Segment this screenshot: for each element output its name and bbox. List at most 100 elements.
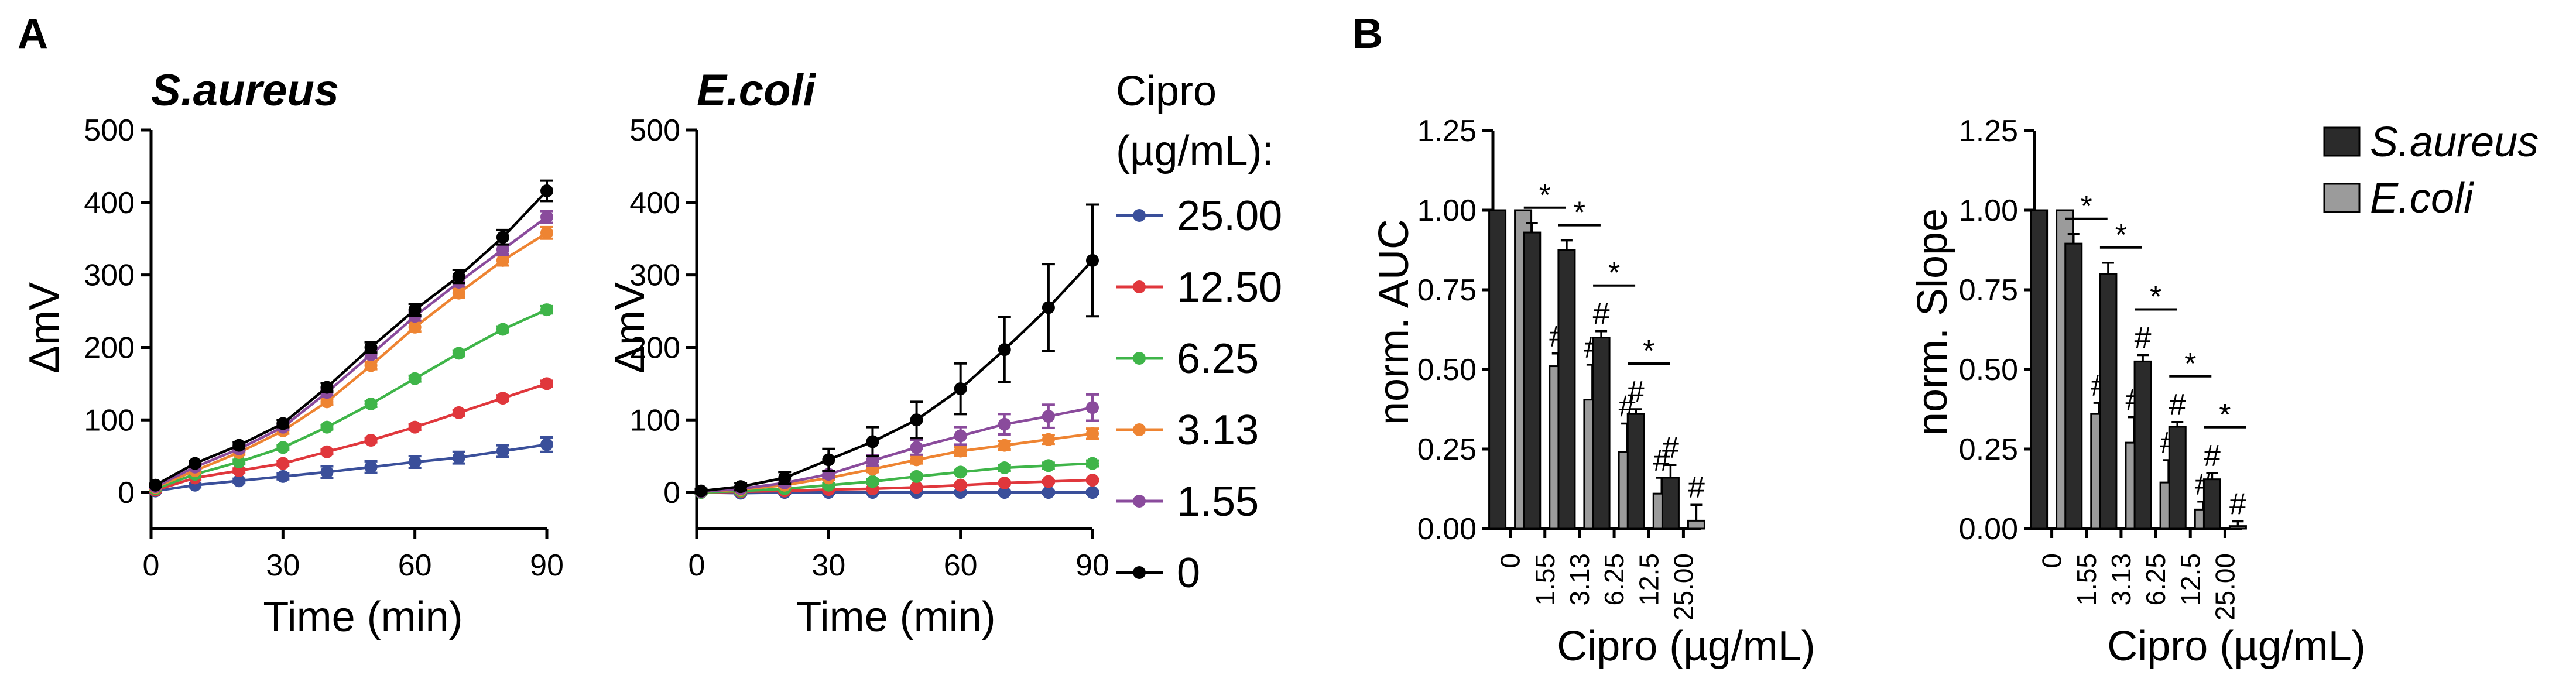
legend-label-12.50: 12.50 (1177, 264, 1282, 311)
data-point-sa-25.00 (408, 455, 422, 469)
data-point-sa-0 (408, 303, 422, 317)
significance-star-auc-6.25: * (1608, 256, 1620, 290)
significance-star-slope-12.5: * (2184, 347, 2196, 381)
data-point-sa-6.25 (232, 455, 246, 469)
legend-marker-3.13 (1133, 423, 1146, 436)
y-tick-label-slope-0.50: 0.50 (1959, 353, 2018, 387)
line-legend: Cipro (µg/mL): 25.00 12.50 6.25 3.13 1.55 0 (1116, 68, 1282, 597)
category-label-auc-3.13: 3.13 (1564, 553, 1595, 606)
x-axis-label-auc: Cipro (µg/mL) (1557, 623, 1815, 670)
legend-label-1.55: 1.55 (1177, 478, 1259, 525)
series-line-sa-3.13 (155, 231, 548, 489)
bar-auc-S.aureus-1.55 (1523, 231, 1542, 530)
hash-marker-auc-S.aureus-25.00: # (1662, 431, 1679, 465)
data-point-sa-3.13 (408, 320, 422, 334)
data-point-ec-6.25 (954, 465, 967, 479)
data-point-sa-25.00 (232, 474, 246, 488)
y-tick-label-slope-0.75: 0.75 (1959, 273, 2018, 307)
bar-legend-swatch-S.aureus (2323, 126, 2361, 157)
panel-label-a: A (18, 11, 48, 57)
data-point-sa-25.00 (320, 465, 334, 479)
data-point-ec-3.13 (1086, 427, 1099, 440)
series-line-ec-0 (701, 259, 1094, 492)
series-line-ec-25.00 (701, 491, 1092, 495)
hash-marker-auc-S.aureus-6.25: # (1593, 297, 1610, 331)
bar-slope-S.aureus-6.25 (2133, 360, 2152, 530)
data-point-sa-25.00 (540, 438, 553, 451)
category-label-auc-0: 0 (1495, 553, 1526, 568)
data-point-sa-6.25 (364, 398, 378, 411)
category-label-auc-1.55: 1.55 (1530, 553, 1560, 606)
y-tick-label-auc-0.00: 0.00 (1417, 512, 1477, 546)
data-point-ec-25.00 (998, 486, 1011, 499)
data-point-sa-25.00 (452, 451, 465, 464)
data-point-ec-25.00 (1042, 486, 1055, 499)
y-tick-label-sa-400: 400 (84, 186, 135, 220)
data-point-sa-12.50 (540, 377, 553, 390)
data-point-ec-0 (822, 453, 835, 467)
hash-marker-auc-S.aureus-12.5: # (1628, 375, 1645, 409)
data-point-ec-6.25 (1042, 459, 1055, 472)
x-axis-label-s-aureus: Time (min) (263, 594, 463, 640)
data-point-ec-0 (694, 484, 708, 498)
series-line-sa-25.00 (155, 443, 547, 492)
legend-marker-25.00 (1133, 209, 1146, 222)
legend-label-6.25: 6.25 (1177, 335, 1259, 382)
bar-slope-S.aureus-1.55 (2064, 242, 2083, 530)
y-tick-label-ec-500: 500 (629, 114, 680, 148)
data-point-sa-25.00 (276, 470, 290, 483)
hash-marker-slope-S.aureus-12.5: # (2169, 388, 2186, 422)
legend-marker-0 (1133, 566, 1146, 579)
data-point-ec-3.13 (910, 453, 923, 467)
legend-label-0: 0 (1177, 550, 1200, 597)
significance-star-slope-3.13: * (2115, 218, 2127, 252)
bar-auc-E.coli-25.00 (1687, 519, 1705, 530)
bar-auc-S.aureus-12.5 (1626, 413, 1645, 530)
y-tick-label-sa-500: 500 (84, 114, 135, 148)
data-point-sa-6.25 (276, 441, 290, 454)
significance-star-auc-1.55: * (1539, 179, 1551, 213)
data-point-ec-3.13 (998, 439, 1011, 452)
y-tick-label-ec-0: 0 (663, 476, 680, 510)
significance-star-auc-3.13: * (1574, 196, 1585, 230)
legend-marker-6.25 (1133, 352, 1146, 365)
y-tick-label-sa-0: 0 (118, 476, 135, 510)
category-label-slope-12.5: 12.5 (2175, 553, 2205, 606)
data-point-ec-0 (1042, 301, 1055, 314)
data-point-sa-0 (540, 184, 553, 198)
y-tick-label-auc-0.25: 0.25 (1417, 433, 1477, 467)
data-point-sa-0 (189, 457, 202, 470)
data-point-sa-3.13 (540, 226, 553, 239)
data-point-sa-6.25 (408, 372, 422, 385)
data-point-ec-1.55 (954, 429, 967, 443)
data-point-sa-6.25 (496, 323, 509, 336)
bar-auc-S.aureus-6.25 (1592, 337, 1611, 530)
data-point-ec-1.55 (998, 417, 1011, 431)
y-tick-label-ec-300: 300 (629, 259, 680, 293)
series-line-ec-12.50 (701, 478, 1093, 494)
y-axis-label-slope: norm. Slope (1909, 208, 1956, 436)
data-point-sa-0 (452, 270, 465, 283)
data-point-ec-1.55 (1042, 410, 1055, 423)
data-point-sa-3.13 (320, 395, 334, 409)
chart-title-s-aureus: S.aureus (151, 66, 339, 115)
bar-slope-S.aureus-25.00 (2202, 478, 2221, 530)
x-tick-label-sa-60: 60 (398, 549, 432, 583)
bar-slope-S.aureus-12.5 (2168, 426, 2187, 530)
data-point-sa-0 (364, 341, 378, 354)
y-tick-label-auc-0.50: 0.50 (1417, 353, 1477, 387)
line-chart-s-aureus: S.aureus Time (min) ΔmV 0100200300400500… (21, 66, 564, 640)
series-line-sa-1.55 (155, 215, 548, 488)
y-tick-label-slope-0.00: 0.00 (1959, 512, 2018, 546)
hash-marker-slope-S.aureus-6.25: # (2135, 321, 2152, 355)
x-tick-label-ec-60: 60 (944, 549, 978, 583)
data-point-sa-3.13 (452, 286, 465, 300)
data-point-sa-25.00 (364, 460, 378, 474)
data-point-sa-3.13 (496, 253, 509, 267)
bar-legend-label-S.aureus: S.aureus (2370, 119, 2539, 166)
series-line-ec-6.25 (701, 462, 1093, 494)
data-point-sa-0 (232, 439, 246, 452)
data-point-ec-0 (910, 413, 923, 427)
data-point-ec-6.25 (866, 475, 879, 488)
